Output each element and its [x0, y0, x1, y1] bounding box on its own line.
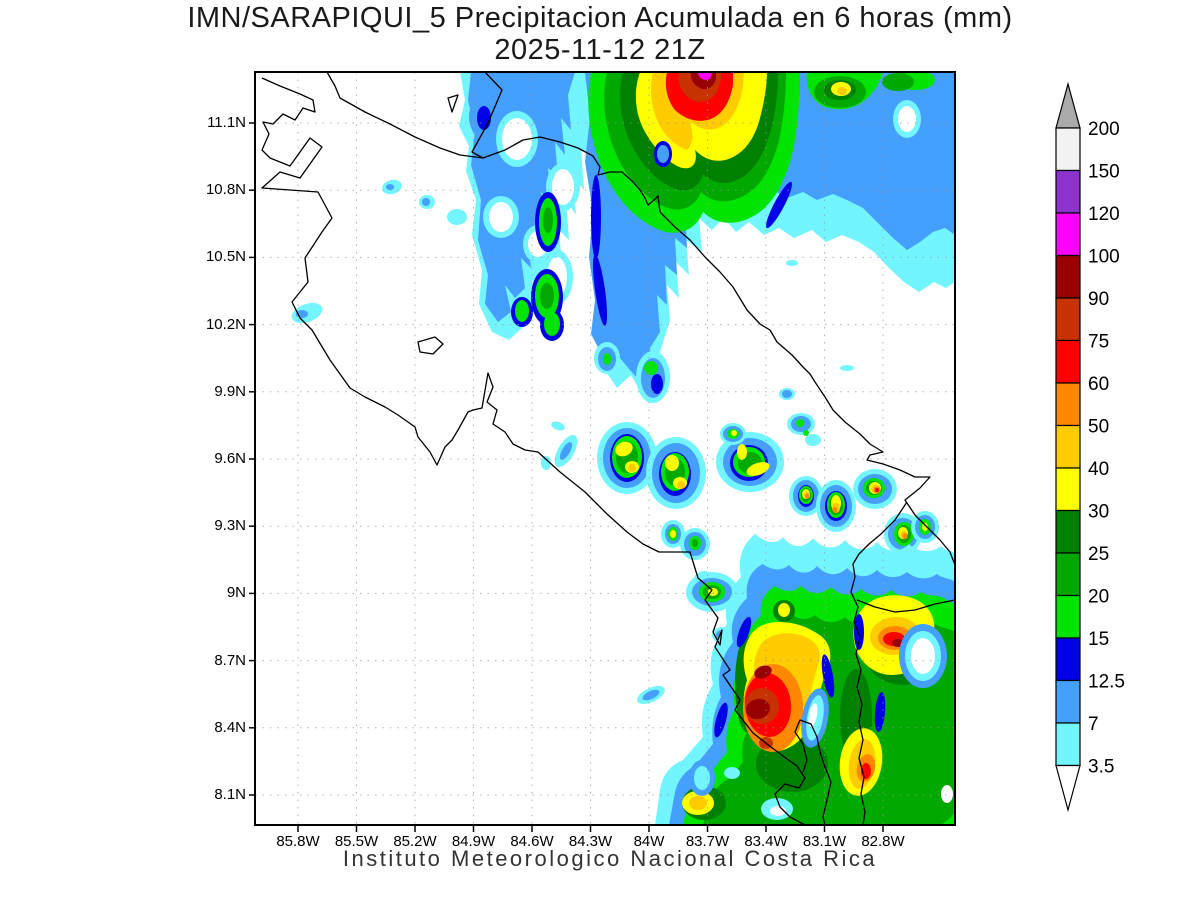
- lat-tick-label: 10.2N: [150, 316, 246, 334]
- lat-tick-label: 11.1N: [150, 114, 246, 132]
- page-title: IMN/SARAPIQUI_5 Precipitacion Acumulada …: [0, 2, 1200, 66]
- colorbar-label: 120: [1088, 204, 1120, 225]
- colorbar-band: [1056, 553, 1080, 596]
- colorbar-label: 40: [1088, 459, 1109, 480]
- colorbar-label: 3.5: [1088, 757, 1114, 778]
- lat-tick-label: 10.8N: [150, 181, 246, 199]
- colorbar-arrow-bottom: [1056, 766, 1080, 811]
- colorbar-band: [1056, 723, 1080, 766]
- colorbar-band: [1056, 638, 1080, 681]
- colorbar-band: [1056, 171, 1080, 214]
- lat-tick-label: 9.6N: [150, 450, 246, 468]
- colorbar-label: 7: [1088, 714, 1099, 735]
- colorbar-band: [1056, 511, 1080, 554]
- colorbar-band: [1056, 426, 1080, 469]
- colorbar-band: [1056, 383, 1080, 426]
- colorbar-band: [1056, 298, 1080, 341]
- colorbar-label: 12.5: [1088, 672, 1125, 693]
- lat-tick-label: 8.4N: [150, 719, 246, 737]
- colorbar-band: [1056, 596, 1080, 639]
- lat-tick-label: 8.1N: [150, 786, 246, 804]
- lat-tick-label: 8.7N: [150, 652, 246, 670]
- colorbar: 200 150 120 100 90 75 60 50 40 30 25 20 15 12.5 7 3.5: [1040, 80, 1150, 830]
- title-line2: 2025-11-12 21Z: [0, 34, 1200, 66]
- lat-tick-label: 9.9N: [150, 383, 246, 401]
- colorbar-label: 200: [1088, 119, 1120, 140]
- colorbar-label: 20: [1088, 587, 1109, 608]
- title-line1: IMN/SARAPIQUI_5 Precipitacion Acumulada …: [0, 2, 1200, 34]
- colorbar-band: [1056, 128, 1080, 171]
- colorbar-band: [1056, 468, 1080, 511]
- colorbar-band: [1056, 213, 1080, 256]
- lat-tick-label: 10.5N: [150, 248, 246, 266]
- colorbar-label: 25: [1088, 544, 1109, 565]
- colorbar-label: 150: [1088, 162, 1120, 183]
- colorbar-label: 75: [1088, 332, 1109, 353]
- colorbar-band: [1056, 341, 1080, 384]
- colorbar-label: 15: [1088, 629, 1109, 650]
- colorbar-arrow-top: [1056, 84, 1080, 128]
- colorbar-label: 100: [1088, 247, 1120, 268]
- colorbar-label: 90: [1088, 289, 1109, 310]
- lat-tick-label: 9N: [150, 584, 246, 602]
- colorbar-label: 50: [1088, 417, 1109, 438]
- footer-caption: Instituto Meteorologico Nacional Costa R…: [60, 846, 1160, 872]
- lat-tick-label: 9.3N: [150, 517, 246, 535]
- colorbar-band: [1056, 256, 1080, 299]
- precipitation-map: [249, 66, 961, 837]
- colorbar-label: 30: [1088, 502, 1109, 523]
- colorbar-label: 60: [1088, 374, 1109, 395]
- colorbar-band: [1056, 681, 1080, 724]
